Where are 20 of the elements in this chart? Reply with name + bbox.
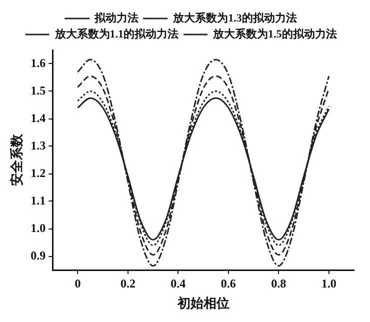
y-axis-title: 安全系数: [9, 133, 24, 186]
y-tick-label: 1.4: [30, 110, 46, 125]
y-tick-label: 0.9: [30, 248, 46, 262]
legend-label: 放大系数为1.3的拟动力法: [172, 11, 297, 24]
x-tick-label: 0: [74, 276, 81, 290]
legend-label: 放大系数为1.1的拟动力法: [54, 27, 178, 40]
x-tick-label: 0.4: [170, 276, 186, 290]
y-tick-label: 1.3: [30, 138, 46, 152]
legend-label: 放大系数为1.5的拟动力法: [212, 27, 337, 40]
x-tick-label: 0.2: [120, 276, 136, 290]
x-axis-title: 初始相位: [176, 296, 230, 311]
x-tick-label: 0.6: [220, 276, 236, 290]
y-tick-label: 1.1: [30, 193, 46, 208]
x-tick-label: 0.8: [271, 276, 286, 290]
y-tick-label: 1.2: [30, 166, 46, 180]
legend-label: 拟动力法: [94, 11, 139, 24]
y-tick-label: 1.5: [30, 83, 46, 98]
y-tick-label: 1.0: [30, 220, 46, 235]
x-tick-label: 1.0: [321, 276, 336, 290]
y-tick-label: 1.6: [30, 56, 46, 70]
